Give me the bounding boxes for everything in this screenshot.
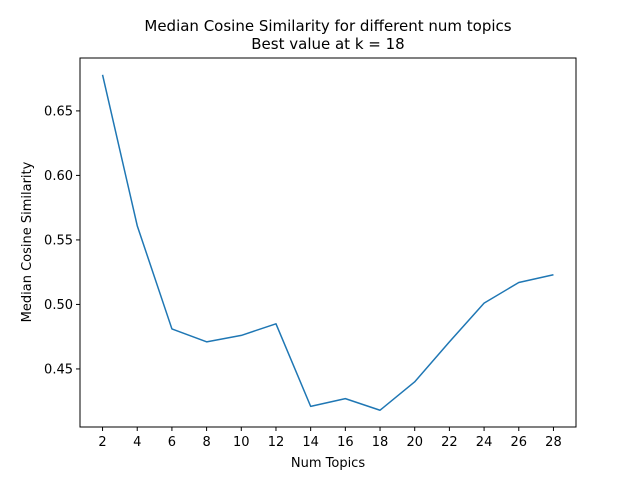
y-tick-label: 0.65: [44, 104, 73, 119]
x-axis-ticks: 2 4 6 8 10 12 14 16 18 20 22 24 26 28: [98, 427, 562, 450]
chart-title: Median Cosine Similarity for different n…: [144, 17, 511, 35]
x-axis-label: Num Topics: [291, 456, 365, 471]
y-tick-label: 0.60: [44, 169, 73, 184]
x-tick-label: 22: [441, 435, 458, 450]
x-tick-label: 26: [510, 435, 527, 450]
x-tick-label: 12: [268, 435, 285, 450]
x-tick-label: 14: [302, 435, 319, 450]
series-line: [101, 74, 554, 411]
y-tick-label: 0.50: [44, 298, 73, 313]
chart-subtitle: Best value at k = 18: [251, 35, 404, 53]
x-tick-label: 4: [133, 435, 141, 450]
y-axis-label: Median Cosine Similarity: [20, 161, 35, 322]
x-tick-label: 28: [545, 435, 562, 450]
y-tick-label: 0.55: [44, 233, 73, 248]
x-tick-label: 18: [372, 435, 389, 450]
x-tick-label: 16: [337, 435, 354, 450]
x-tick-label: 24: [476, 435, 493, 450]
y-axis-ticks: 0.45 0.50 0.55 0.60 0.65: [44, 104, 80, 377]
plot-area: [101, 74, 554, 411]
x-tick-label: 10: [233, 435, 250, 450]
x-tick-label: 6: [168, 435, 176, 450]
x-tick-label: 2: [98, 435, 106, 450]
plot-frame: [79, 57, 577, 428]
y-tick-label: 0.45: [44, 362, 73, 377]
x-tick-label: 20: [406, 435, 423, 450]
x-tick-label: 8: [202, 435, 210, 450]
